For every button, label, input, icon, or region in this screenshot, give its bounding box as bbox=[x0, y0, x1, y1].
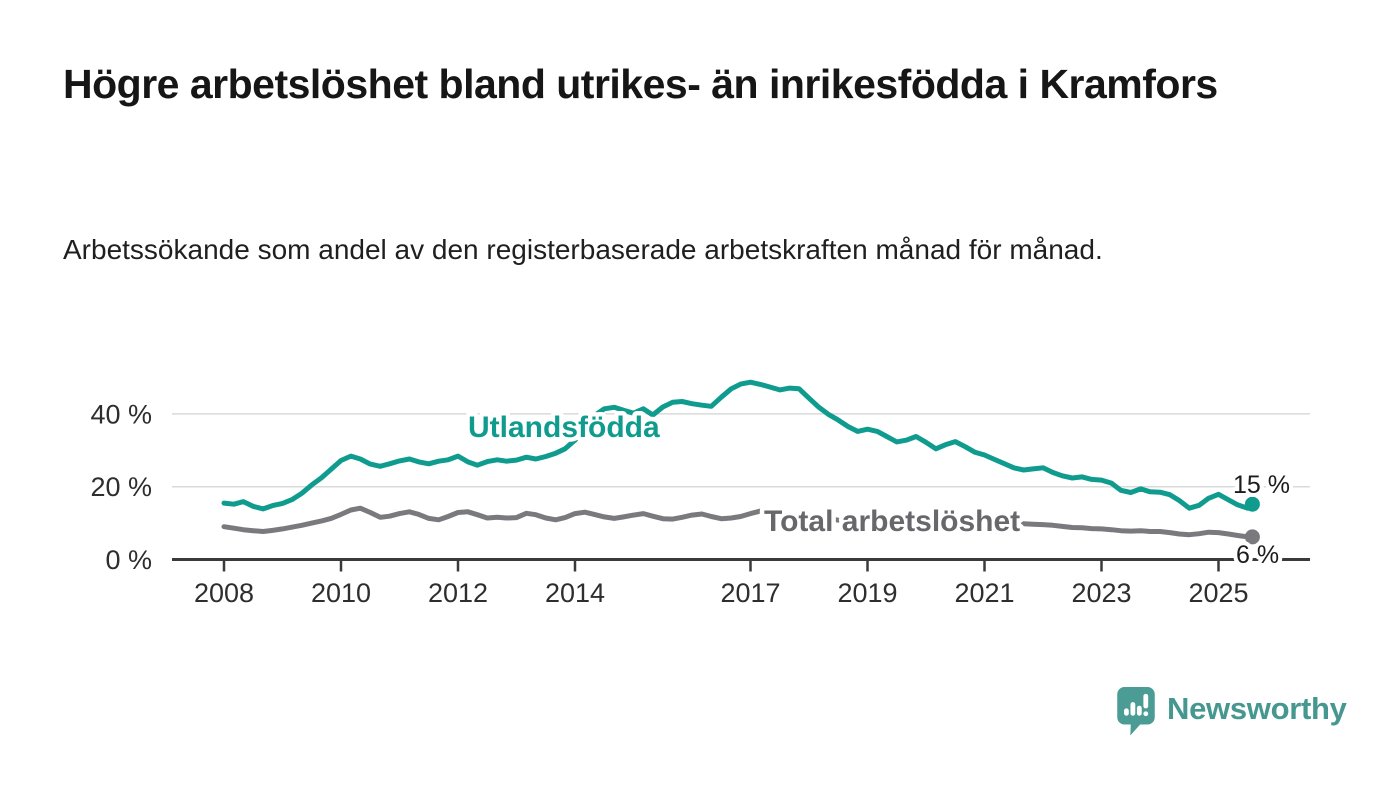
series-line-utlandsfodda bbox=[221, 379, 1255, 512]
series-end-dot-total bbox=[1244, 529, 1260, 545]
bar-medium bbox=[1136, 705, 1142, 716]
x-tick-label-2017: 2017 bbox=[720, 578, 780, 608]
page-subtitle: Arbetssökande som andel av den registerb… bbox=[63, 234, 1103, 265]
exclamation-stem bbox=[1143, 693, 1149, 709]
x-tick-label-2021: 2021 bbox=[954, 578, 1014, 608]
y-tick-label: 40 % bbox=[90, 399, 152, 429]
y-tick-label: 20 % bbox=[90, 472, 152, 502]
end-value-label-utlandsfodda: 15 % bbox=[1233, 471, 1290, 499]
series-label-utlandsfodda: Utlandsfödda bbox=[468, 411, 660, 444]
newsworthy-logo-text: Newsworthy bbox=[1167, 691, 1347, 726]
x-tick-label-2019: 2019 bbox=[837, 578, 897, 608]
exclamation-dot bbox=[1143, 711, 1149, 717]
bubble-shape bbox=[1117, 687, 1155, 736]
newsworthy-logo-icon bbox=[1116, 686, 1156, 741]
x-tick-label-2023: 2023 bbox=[1071, 578, 1131, 608]
series-label-total: Total arbetslöshet bbox=[764, 505, 1020, 538]
end-value-label-total: 6 % bbox=[1236, 541, 1279, 569]
y-tick-label: 0 % bbox=[105, 545, 152, 575]
x-tick-label-2008: 2008 bbox=[194, 578, 254, 608]
newsworthy-logo: Newsworthy bbox=[1116, 686, 1347, 741]
series-end-dot-utlandsfodda bbox=[1244, 496, 1260, 512]
x-tick-label-2010: 2010 bbox=[311, 578, 371, 608]
x-tick-label-2012: 2012 bbox=[428, 578, 488, 608]
bar-tall bbox=[1130, 702, 1136, 716]
x-tick-label-2025: 2025 bbox=[1188, 578, 1248, 608]
bar-small bbox=[1124, 708, 1129, 716]
series-line-total bbox=[221, 505, 1255, 540]
page-title: Högre arbetslöshet bland utrikes- än inr… bbox=[63, 61, 1218, 107]
x-tick-label-2014: 2014 bbox=[545, 578, 605, 608]
speech-bubble-barchart-icon bbox=[1117, 687, 1155, 736]
